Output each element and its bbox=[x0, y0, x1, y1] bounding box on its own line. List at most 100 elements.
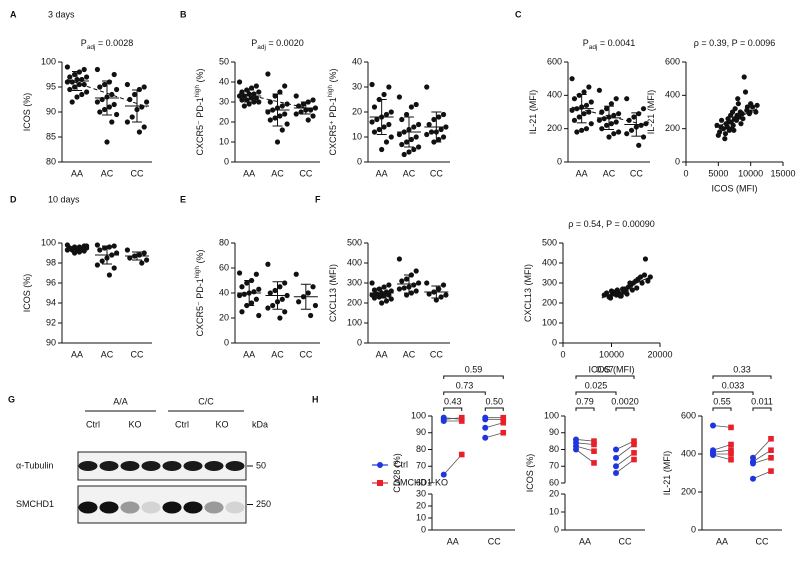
data-point bbox=[97, 84, 103, 90]
data-point bbox=[436, 136, 442, 143]
data-point bbox=[443, 292, 449, 298]
data-point bbox=[251, 289, 257, 295]
data-point bbox=[282, 280, 288, 286]
data-point bbox=[84, 74, 90, 80]
y-tick-label: 200 bbox=[542, 297, 557, 307]
data-point bbox=[604, 290, 610, 296]
pair-line bbox=[752, 457, 772, 464]
chart-title: ρ = 0.54, P = 0.00090 bbox=[568, 219, 655, 229]
y-tick-label: 80 bbox=[46, 156, 56, 166]
data-point bbox=[413, 288, 419, 294]
data-point bbox=[404, 292, 410, 298]
y-tick-label: 94 bbox=[46, 297, 56, 307]
x-tick-label: 15000 bbox=[770, 168, 795, 178]
data-point bbox=[482, 424, 489, 431]
y-tick-label: 80 bbox=[549, 444, 559, 454]
data-point bbox=[424, 280, 430, 286]
blot-group: A/A bbox=[113, 396, 128, 406]
data-point bbox=[84, 243, 90, 249]
blot-band bbox=[99, 461, 119, 471]
data-point bbox=[604, 106, 610, 112]
data-point bbox=[253, 271, 259, 277]
comparison-bracket bbox=[443, 375, 504, 379]
data-point bbox=[626, 117, 632, 123]
y-axis-label-part: ICOS (%) bbox=[22, 93, 32, 132]
y-tick-label: 50 bbox=[219, 56, 229, 66]
data-point bbox=[369, 280, 375, 286]
y-axis-label: CXCR5⁺ PD-1high (%) bbox=[327, 69, 338, 156]
data-point bbox=[305, 117, 311, 123]
data-point bbox=[617, 293, 623, 299]
y-axis-label-part: high bbox=[327, 85, 334, 98]
y-tick-label: 85 bbox=[46, 131, 56, 141]
chart-title: Padj = 0.0041 bbox=[583, 38, 635, 51]
panel-letter: H bbox=[312, 394, 319, 404]
data-point bbox=[608, 121, 615, 127]
y-tick-label: 20 bbox=[219, 312, 229, 322]
data-point bbox=[636, 111, 642, 117]
data-point bbox=[396, 131, 402, 138]
y-tick-label: 0 bbox=[224, 337, 229, 347]
pair-line bbox=[712, 444, 732, 451]
y-axis-label-part: ICOS (%) bbox=[525, 454, 535, 493]
data-point bbox=[728, 451, 734, 457]
data-point bbox=[416, 280, 422, 286]
x-tick-label: AA bbox=[716, 536, 728, 546]
data-point bbox=[251, 91, 257, 97]
y-tick-label: 20 bbox=[416, 500, 426, 510]
data-point bbox=[388, 296, 394, 302]
panel-letter: C bbox=[515, 9, 522, 19]
x-tick-label: AA bbox=[576, 168, 588, 178]
pair-line bbox=[575, 445, 595, 452]
y-tick-label: 300 bbox=[347, 277, 362, 287]
data-point bbox=[279, 127, 285, 133]
data-point bbox=[428, 129, 435, 135]
data-point bbox=[277, 89, 283, 95]
data-point bbox=[369, 119, 375, 125]
x-tick-label: CC bbox=[630, 168, 643, 178]
comparison-bracket bbox=[575, 391, 617, 395]
data-point bbox=[104, 139, 110, 145]
y-tick-label: 0 bbox=[675, 156, 680, 166]
data-point bbox=[239, 309, 245, 315]
y-tick-label: 400 bbox=[547, 90, 562, 100]
data-point bbox=[728, 447, 734, 453]
y-tick-label: 90 bbox=[46, 337, 56, 347]
data-point bbox=[613, 469, 619, 476]
data-point bbox=[277, 113, 283, 119]
data-point bbox=[265, 261, 271, 267]
y-tick-label: 70 bbox=[416, 461, 426, 471]
pair-line bbox=[443, 454, 463, 475]
data-point bbox=[631, 450, 637, 456]
data-point bbox=[411, 282, 417, 288]
data-point bbox=[248, 300, 255, 306]
blot-band bbox=[120, 501, 140, 514]
pair-line bbox=[712, 425, 732, 428]
data-point bbox=[296, 299, 302, 305]
data-point bbox=[111, 101, 117, 108]
data-point bbox=[267, 99, 273, 105]
data-point bbox=[571, 96, 578, 102]
data-point bbox=[408, 104, 414, 110]
data-point bbox=[371, 295, 378, 301]
y-tick-label: 60 bbox=[219, 262, 229, 272]
data-point bbox=[111, 243, 117, 249]
blot-band bbox=[141, 461, 161, 471]
comparison-bracket bbox=[443, 391, 486, 395]
blot-marker: 50 bbox=[256, 460, 266, 470]
y-tick-label: 20 bbox=[352, 106, 362, 116]
data-point bbox=[369, 81, 375, 88]
data-point bbox=[438, 294, 444, 300]
data-point bbox=[265, 109, 271, 115]
trend-line bbox=[571, 106, 647, 126]
blot-band bbox=[78, 461, 98, 471]
data-point bbox=[248, 95, 255, 101]
data-point bbox=[106, 104, 112, 110]
blot-band bbox=[225, 501, 245, 514]
data-point bbox=[256, 312, 262, 319]
data-point bbox=[72, 71, 78, 78]
y-tick-label: 0 bbox=[557, 156, 562, 166]
data-point bbox=[586, 109, 592, 115]
chart-title-part: = 0.0041 bbox=[597, 38, 635, 48]
y-tick-label: 400 bbox=[347, 257, 362, 267]
